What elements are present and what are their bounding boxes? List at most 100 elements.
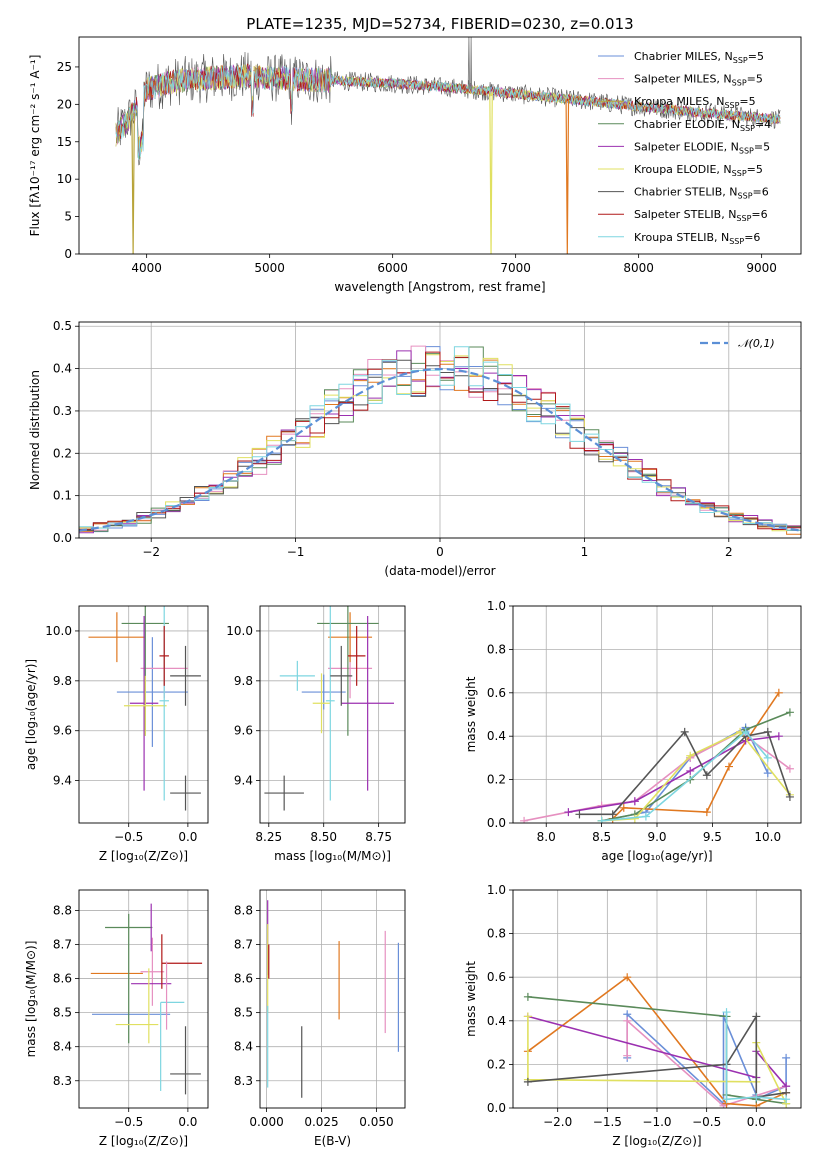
weight-vs-age-xtick-label: 9.0: [647, 830, 666, 844]
legend-label-sub: SSP: [738, 192, 753, 201]
mass-vs-z-xtick-label: 0.0: [178, 1115, 197, 1129]
residuals-ytick-label: 0.1: [53, 489, 72, 503]
weight-vs-z-xtick-label: −1.0: [642, 1115, 671, 1129]
weight-vs-z-xlabel: Z [log₁₀(Z/Z⊙)]: [612, 1134, 701, 1148]
residuals-ytick-label: 0.5: [53, 319, 72, 333]
legend-label-main: Salpeter ELODIE, N: [634, 140, 739, 153]
mass-vs-ebv-frame: [259, 889, 406, 1109]
weight-vs-z-point-marker: [523, 1012, 532, 1021]
legend-label-main: Kroupa STELIB, N: [634, 231, 729, 244]
residuals-xtick-label: −1: [287, 545, 305, 559]
figure-title: PLATE=1235, MJD=52734, FIBERID=0230, z=0…: [246, 15, 633, 33]
age-vs-z-plot-area: [88, 606, 201, 811]
weight-vs-age-xtick-label: 8.0: [537, 830, 556, 844]
mass-vs-ebv-ytick-label: 8.3: [234, 1074, 253, 1088]
spectrum-legend-label: Kroupa STELIB, NSSP=6: [634, 231, 760, 246]
spectrum-legend-label: Chabrier STELIB, NSSP=6: [634, 186, 769, 201]
mass-vs-ebv-xtick-label: 0.000: [249, 1115, 283, 1129]
weight-vs-z-ylabel: mass weight: [464, 961, 478, 1037]
age-vs-mass-xtick-label: 8.25: [255, 830, 282, 844]
residuals-frame: [78, 321, 802, 539]
mass-vs-z-ylabel: mass [log₁₀(M/M⊙)]: [24, 941, 38, 1058]
weight-vs-age-ytick-label: 0.0: [487, 816, 506, 830]
weight-vs-age-point-marker: [575, 810, 584, 819]
weight-vs-age-point-marker: [785, 764, 794, 773]
weight-vs-z-xtick-label: −0.5: [692, 1115, 721, 1129]
weight-vs-z-point-marker: [523, 992, 532, 1001]
legend-label-end: =4: [755, 118, 771, 131]
weight-vs-z-point-marker: [752, 1012, 761, 1021]
legend-label-end: =6: [753, 186, 769, 199]
weight-vs-age-ytick-label: 0.6: [487, 686, 506, 700]
legend-label-sub: SSP: [736, 214, 751, 223]
spectrum-legend-label: Chabrier ELODIE, NSSP=4: [634, 118, 771, 133]
spectrum-absorption-drop: [489, 91, 493, 254]
legend-label-main: Salpeter STELIB, N: [634, 208, 736, 221]
weight-vs-age-point-marker: [680, 727, 689, 736]
weight-vs-z-ytick-label: 0.0: [487, 1101, 506, 1115]
weight-vs-age-point-marker: [785, 792, 794, 801]
legend-label-sub: SSP: [724, 101, 739, 110]
weight-vs-age-ytick-label: 0.2: [487, 773, 506, 787]
weight-vs-z-point-marker: [782, 1095, 791, 1104]
weight-vs-z-ytick-label: 0.4: [487, 1014, 506, 1028]
spectrum-frame: [78, 36, 802, 255]
weight-vs-z-plot-area: [523, 973, 791, 1108]
legend-label-end: =5: [747, 73, 763, 86]
residuals-xlabel: (data-model)/error: [384, 564, 495, 578]
weight-vs-age-point-marker: [619, 803, 628, 812]
age-vs-z-ytick-label: 9.4: [53, 774, 72, 788]
mass-vs-z-frame: [78, 889, 209, 1109]
spectrum-xtick-label: 5000: [254, 261, 285, 275]
weight-vs-age-point-marker: [520, 816, 529, 823]
mass-vs-z-plot-area: [90, 903, 203, 1095]
mass-vs-z-ytick-label: 8.3: [53, 1074, 72, 1088]
weight-vs-z-point-marker: [623, 1051, 632, 1060]
age-vs-mass-plot-area: [264, 606, 395, 811]
weight-vs-age-point-marker: [774, 732, 783, 741]
weight-vs-age-ytick-label: 1.0: [487, 599, 506, 613]
spectrum-ytick-label: 0: [64, 247, 72, 261]
gaussian-curve: [79, 367, 801, 532]
legend-label-main: Kroupa ELODIE, N: [634, 163, 732, 176]
mass-vs-ebv-ytick-label: 8.8: [234, 903, 253, 917]
mass-vs-ebv-xtick-label: 0.050: [359, 1115, 393, 1129]
mass-vs-z-ytick-label: 8.7: [53, 938, 72, 952]
residual-histogram-step: [79, 346, 801, 538]
weight-vs-z-point-marker: [752, 1093, 761, 1102]
spectrum-legend-label: Salpeter MILES, NSSP=5: [634, 73, 763, 88]
mass-vs-ebv-xtick-label: 0.025: [304, 1115, 338, 1129]
age-vs-mass-ytick-label: 9.6: [234, 724, 253, 738]
spectrum-xtick-label: 7000: [500, 261, 531, 275]
spectrum-xtick-label: 9000: [746, 261, 777, 275]
weight-vs-age-point-marker: [741, 727, 750, 736]
spectrum-panel: 4000 5000 6000 7000 8000 9000 0 5 10 15 20 25 wavele…: [28, 36, 802, 294]
weight-vs-age-ylabel: mass weight: [464, 676, 478, 752]
mass-vs-z-ytick-label: 8.6: [53, 972, 72, 986]
spectrum-ytick-label: 15: [57, 135, 72, 149]
weight-vs-age-xtick-label: 9.5: [703, 830, 722, 844]
mass-vs-z-ytick-label: 8.5: [53, 1006, 72, 1020]
age-vs-z-xtick-label: 0.0: [178, 830, 197, 844]
age-vs-z-ytick-label: 10.0: [45, 624, 72, 638]
mass-vs-z-xtick-label: −0.5: [114, 1115, 143, 1129]
residuals-panel: −2 −1 0 1 2 0.0 0.1 0.2 0.3 0.4 0.5 (data-model)/er…: [28, 319, 802, 578]
residuals-plot-area: [79, 345, 801, 538]
spectrum-legend-label: Kroupa MILES, NSSP=5: [634, 95, 756, 110]
legend-label-end: =6: [744, 231, 760, 244]
spectrum-series-line: [115, 65, 781, 160]
residuals-xtick-label: 0: [436, 545, 444, 559]
spectrum-legend-label: Salpeter STELIB, NSSP=6: [634, 208, 768, 223]
mass-vs-z-ytick-label: 8.8: [53, 903, 72, 917]
weight-vs-z-xtick-label: −1.5: [593, 1115, 622, 1129]
gaussian-legend-label: 𝒩(0,1): [738, 337, 775, 350]
mass-vs-ebv-ytick-label: 8.4: [234, 1040, 253, 1054]
age-vs-mass-xtick-label: 8.75: [365, 830, 392, 844]
residual-histogram-step: [79, 351, 801, 538]
weight-vs-z-ytick-label: 0.6: [487, 970, 506, 984]
legend-label-end: =5: [747, 163, 763, 176]
weight-vs-age-point-marker: [564, 808, 573, 817]
weight-vs-z-point-marker: [722, 1095, 731, 1104]
spectrum-xtick-label: 4000: [131, 261, 162, 275]
